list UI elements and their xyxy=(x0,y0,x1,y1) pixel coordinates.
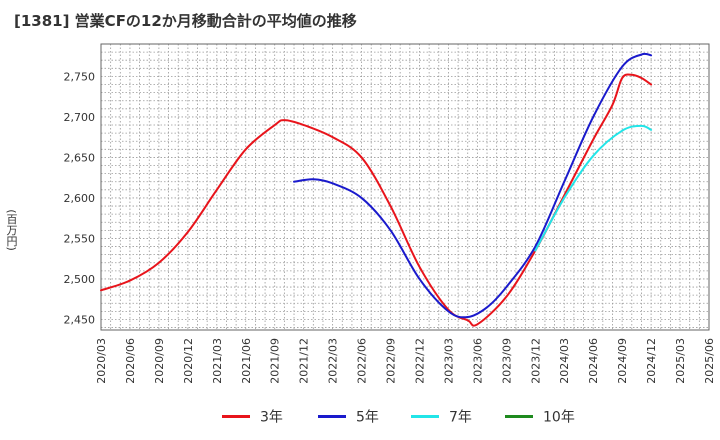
y-tick-label: 2,700 xyxy=(64,111,96,124)
y-tick-label: 2,750 xyxy=(64,70,96,83)
y-tick-label: 2,500 xyxy=(64,273,96,286)
x-tick-label: 2024/03 xyxy=(558,338,571,384)
plot-frame xyxy=(100,43,710,331)
x-tick-label: 2020/06 xyxy=(124,338,137,384)
plot-area xyxy=(101,44,709,330)
x-tick-label: 2024/06 xyxy=(587,338,600,384)
x-tick-label: 2020/12 xyxy=(182,338,195,384)
series-line-3y xyxy=(100,73,653,327)
legend-label-3y: 3年 xyxy=(260,409,283,426)
legend-item-7y: 7年 xyxy=(411,406,472,426)
legend-item-5y: 5年 xyxy=(318,406,379,426)
series-line-7y xyxy=(534,124,653,252)
y-axis-label: (百万円) xyxy=(5,209,18,251)
y-tick-label: 2,450 xyxy=(64,313,96,326)
y-tick-label: 2,550 xyxy=(64,232,96,245)
x-tick-label: 2021/06 xyxy=(240,338,253,384)
x-tick-label: 2020/03 xyxy=(95,338,108,384)
legend-item-10y: 10年 xyxy=(505,406,575,426)
legend-label-10y: 10年 xyxy=(543,409,575,426)
x-tick-label: 2025/06 xyxy=(703,338,716,384)
legend-label-5y: 5年 xyxy=(356,409,379,426)
chart-legend: 3年 5年 7年 10年 xyxy=(0,398,720,432)
x-tick-label: 2022/06 xyxy=(356,338,369,384)
x-tick-label: 2022/12 xyxy=(413,338,426,384)
x-tick-label: 2023/09 xyxy=(500,338,513,384)
legend-swatch-3y xyxy=(222,415,250,418)
y-tick-label: 2,650 xyxy=(64,151,96,164)
legend-item-3y: 3年 xyxy=(222,406,283,426)
x-tick-label: 2022/09 xyxy=(385,338,398,384)
x-tick-label: 2021/12 xyxy=(298,338,311,384)
x-tick-label: 2025/03 xyxy=(674,338,687,384)
legend-swatch-7y xyxy=(411,415,439,418)
x-tick-label: 2021/09 xyxy=(269,338,282,384)
x-tick-label: 2022/03 xyxy=(327,338,340,384)
x-tick-label: 2023/12 xyxy=(529,338,542,384)
line-chart: 2,450 2,500 2,550 2,600 2,650 2,700 2,750 2020/… xyxy=(64,43,716,384)
y-tick-label: 2,600 xyxy=(64,192,96,205)
x-tick-label: 2020/09 xyxy=(153,338,166,384)
legend-swatch-5y xyxy=(318,415,346,418)
legend-label-7y: 7年 xyxy=(449,409,472,426)
x-tick-label: 2021/03 xyxy=(211,338,224,384)
x-tick-label: 2024/12 xyxy=(645,338,658,384)
x-tick-label: 2023/03 xyxy=(442,338,455,384)
chart-title: [1381] 営業CFの12か月移動合計の平均値の推移 xyxy=(14,12,357,30)
series-line-5y xyxy=(293,52,653,319)
x-tick-label: 2023/06 xyxy=(471,338,484,384)
x-tick-label: 2024/09 xyxy=(616,338,629,384)
legend-swatch-10y xyxy=(505,415,533,418)
